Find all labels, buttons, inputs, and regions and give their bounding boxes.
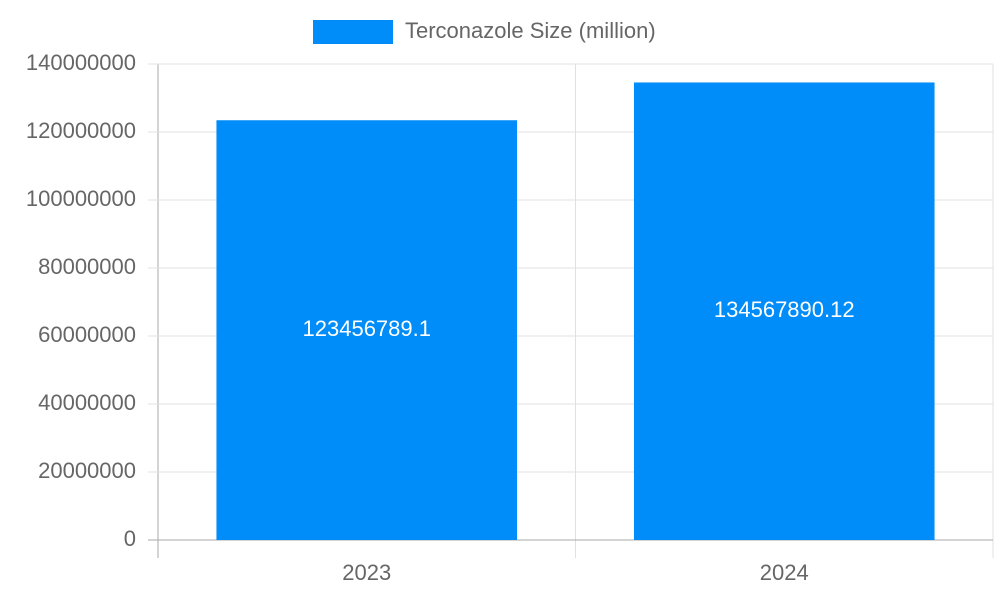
data-label: 134567890.12 — [714, 297, 855, 322]
y-tick-label: 80000000 — [38, 254, 136, 279]
bar — [633, 82, 935, 540]
y-tick-label: 60000000 — [38, 322, 136, 347]
data-label: 123456789.1 — [303, 316, 431, 341]
y-tick-label: 20000000 — [38, 458, 136, 483]
y-tick-label: 140000000 — [26, 50, 136, 75]
y-tick-label: 0 — [124, 526, 136, 551]
legend-swatch — [313, 20, 393, 44]
x-tick-label: 2024 — [760, 560, 809, 585]
y-tick-label: 40000000 — [38, 390, 136, 415]
y-tick-label: 100000000 — [26, 186, 136, 211]
bar — [216, 120, 518, 540]
y-tick-label: 120000000 — [26, 118, 136, 143]
legend-label: Terconazole Size (million) — [405, 18, 656, 43]
x-tick-label: 2023 — [342, 560, 391, 585]
